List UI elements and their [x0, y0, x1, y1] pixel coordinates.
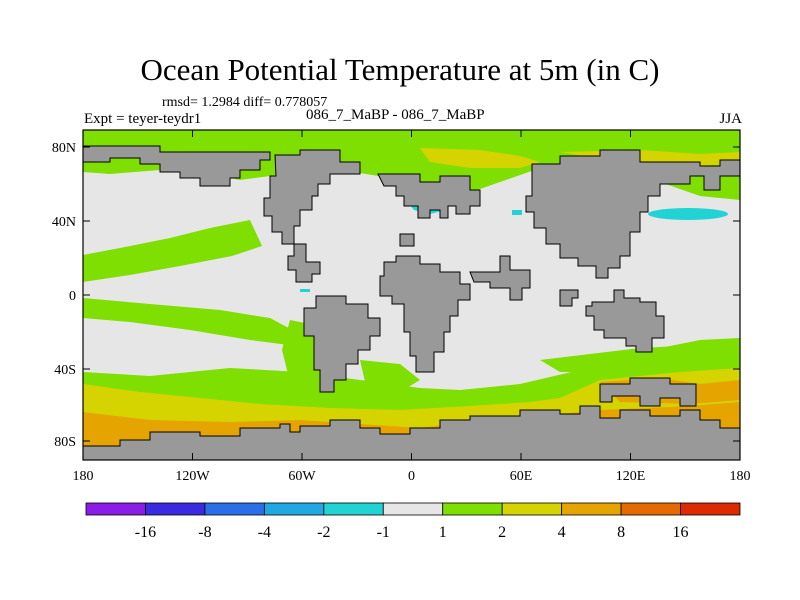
- map-field: [83, 130, 740, 460]
- lat-tick-label: 40S: [54, 363, 76, 378]
- longitude-axis: 180 120W 60W 0 60E 120E 180: [73, 130, 751, 484]
- colorbar: -16 -8 -4 -2 -1 1 2 4 8 16: [85, 502, 741, 541]
- lon-tick-label: 180: [73, 469, 94, 484]
- colorbar-label: 2: [498, 524, 506, 541]
- colorbar-label: -2: [317, 524, 330, 541]
- land-eurasia-east: [525, 149, 740, 279]
- colorbar-swatch: [323, 502, 384, 516]
- cases-label: 086_7_MaBP - 086_7_MaBP: [306, 107, 485, 123]
- colorbar-swatch: [620, 502, 681, 516]
- colorbar-label: -4: [258, 524, 271, 541]
- latitude-axis: 80N 40N 0 40S 80S: [52, 141, 740, 450]
- colorbar-label: -1: [377, 524, 390, 541]
- colorbar-swatch: [382, 502, 444, 516]
- lon-tick-label: 120E: [616, 469, 646, 484]
- colorbar-swatch: [561, 502, 622, 516]
- anomaly-patch-southatlantic-green: [360, 360, 420, 392]
- lon-tick-label: 180: [730, 469, 751, 484]
- land-australia: [585, 289, 665, 353]
- colorbar-label: 1: [439, 524, 447, 541]
- colorbar-label: -16: [135, 524, 156, 541]
- land-central-america: [287, 243, 321, 283]
- colorbar-swatch: [263, 502, 325, 516]
- lat-tick-label: 80N: [52, 141, 76, 156]
- anomaly-tongue-pacific-green: [83, 220, 262, 282]
- colorbar-label: 4: [558, 524, 566, 541]
- colorbar-swatch: [501, 502, 563, 516]
- lon-tick-label: 60W: [288, 469, 316, 484]
- land-greenland-arctic: [83, 145, 271, 187]
- colorbar-label: -8: [198, 524, 211, 541]
- lon-tick-label: 60E: [510, 469, 533, 484]
- land-arabia-india: [469, 255, 531, 301]
- season-label: JJA: [719, 111, 742, 127]
- land-north-america: [263, 149, 361, 245]
- colorbar-label: 8: [617, 524, 625, 541]
- anomaly-band-northern-green: [83, 130, 740, 200]
- anomaly-strip-equatorial-green: [83, 298, 296, 346]
- lon-tick-label: 120W: [175, 469, 210, 484]
- colorbar-swatch: [85, 502, 146, 516]
- colorbar-swatch: [680, 502, 741, 516]
- land-southeast-asia: [559, 289, 579, 307]
- stats-label: rmsd= 1.2984 diff= 0.778057: [162, 95, 328, 110]
- lat-tick-label: 40N: [52, 215, 76, 230]
- colorbar-swatch: [442, 502, 503, 516]
- anomaly-spot-gulf-cyan: [512, 210, 522, 215]
- anomaly-spot-northpacific-cyan: [648, 208, 728, 220]
- colorbar-swatch: [145, 502, 206, 516]
- anomaly-spot-atlantic-cyan: [300, 289, 310, 292]
- land-africa: [379, 255, 471, 373]
- colorbar-label: 16: [673, 524, 689, 541]
- land-antarctica: [83, 405, 740, 460]
- anomaly-patch-indian-green: [540, 346, 700, 372]
- experiment-label: Expt = teyer-teydr1: [84, 111, 202, 127]
- colorbar-swatch: [204, 502, 265, 516]
- land-south-america: [303, 295, 381, 393]
- land-eurasia-west: [377, 173, 481, 219]
- land-mediterranean-island: [399, 233, 415, 247]
- lat-tick-label: 80S: [54, 435, 76, 450]
- lat-tick-label: 0: [69, 289, 76, 304]
- lon-tick-label: 0: [408, 469, 415, 484]
- land-masses: [83, 145, 740, 460]
- land-antarctic-peninsula: [599, 377, 697, 407]
- anomaly-patch-northern-yellow: [420, 148, 540, 168]
- chart-title: Ocean Potential Temperature at 5m (in C): [140, 52, 660, 87]
